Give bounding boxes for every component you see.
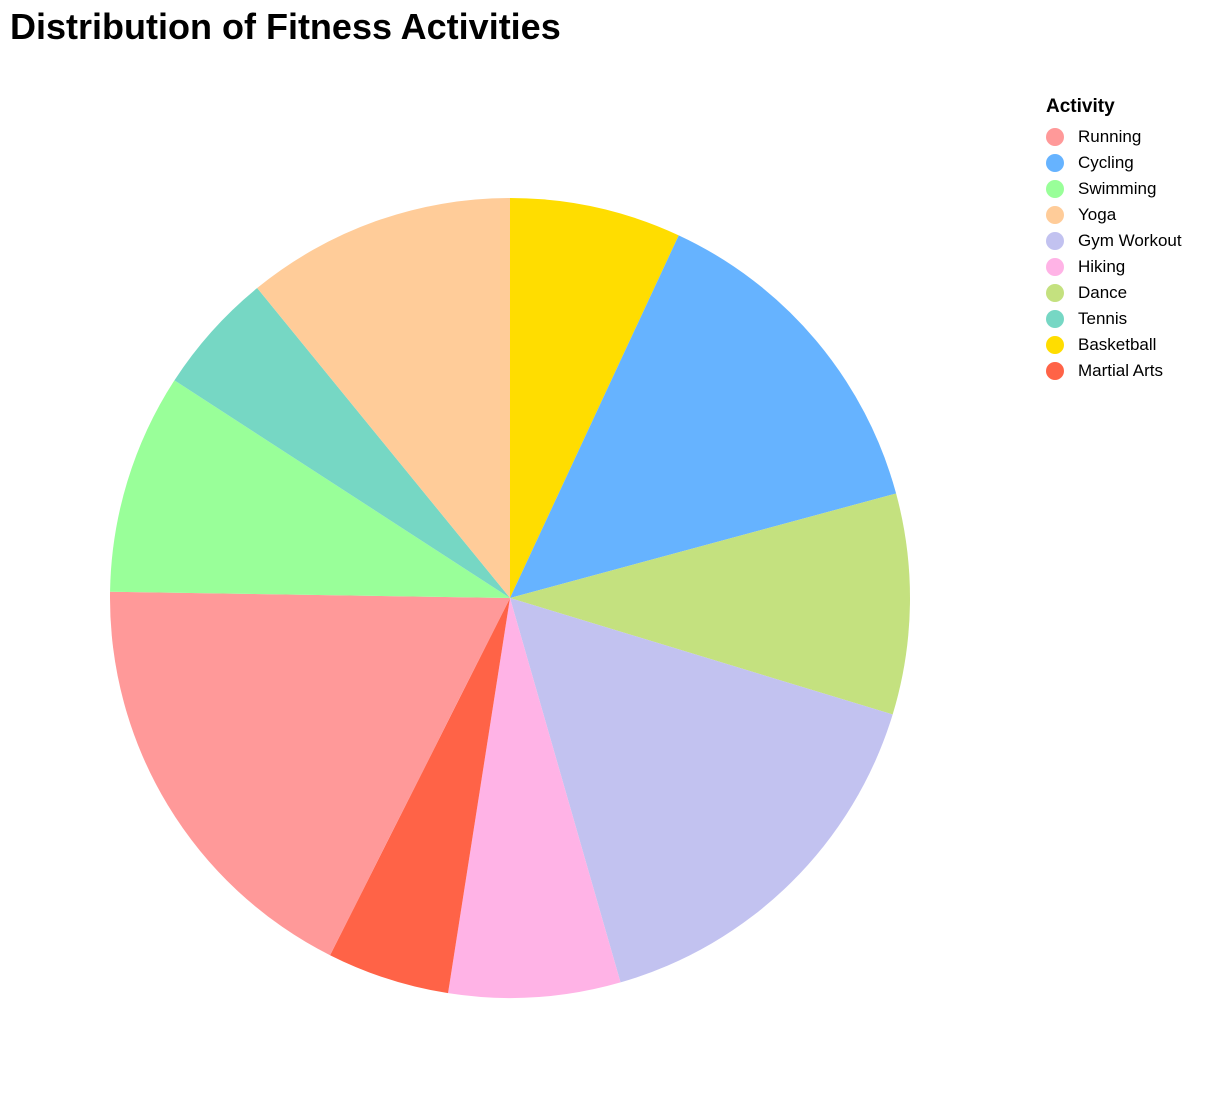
legend-label: Running xyxy=(1078,127,1142,146)
legend-label: Basketball xyxy=(1078,335,1157,354)
legend-item-running: Running xyxy=(1046,124,1182,150)
pie-slice-cycling xyxy=(510,235,897,598)
legend-swatch xyxy=(1046,310,1064,328)
legend-label: Swimming xyxy=(1078,179,1157,198)
pie-slice-basketball xyxy=(510,198,679,598)
legend-label: Hiking xyxy=(1078,257,1126,276)
legend-label: Yoga xyxy=(1078,205,1117,224)
legend-item-hiking: Hiking xyxy=(1046,254,1182,280)
legend-swatch xyxy=(1046,336,1064,354)
legend-label: Tennis xyxy=(1078,309,1128,328)
legend-label: Dance xyxy=(1078,283,1128,302)
legend-label: Gym Workout xyxy=(1078,231,1182,250)
legend-title: Activity xyxy=(1046,96,1115,117)
legend-item-gym-workout: Gym Workout xyxy=(1046,228,1182,254)
pie-slice-yoga xyxy=(257,198,510,598)
pie-slice-dance xyxy=(510,493,910,715)
legend: Activity Running Cycling Swimming Yoga Gym W… xyxy=(1046,96,1182,384)
legend-items: Running Cycling Swimming Yoga Gym Workout Hik… xyxy=(1046,124,1182,384)
legend-item-basketball: Basketball xyxy=(1046,332,1182,358)
legend-item-yoga: Yoga xyxy=(1046,202,1182,228)
legend-swatch xyxy=(1046,206,1064,224)
pie-slice-hiking xyxy=(448,598,621,999)
pie-slice-martial-arts xyxy=(330,598,510,994)
legend-swatch xyxy=(1046,284,1064,302)
legend-item-dance: Dance xyxy=(1046,280,1182,306)
legend-swatch xyxy=(1046,154,1064,172)
legend-item-martial-arts: Martial Arts xyxy=(1046,358,1182,384)
legend-swatch xyxy=(1046,232,1064,250)
pie-slice-tennis xyxy=(174,288,510,598)
legend-swatch xyxy=(1046,128,1064,146)
legend-item-swimming: Swimming xyxy=(1046,176,1182,202)
legend-swatch xyxy=(1046,180,1064,198)
pie-slice-gym-workout xyxy=(510,598,893,983)
chart-title: Distribution of Fitness Activities xyxy=(10,6,561,47)
legend-label: Martial Arts xyxy=(1078,361,1164,380)
legend-swatch xyxy=(1046,258,1064,276)
legend-swatch xyxy=(1046,362,1064,380)
legend-item-tennis: Tennis xyxy=(1046,306,1182,332)
legend-label: Cycling xyxy=(1078,153,1134,172)
pie-slice-running xyxy=(110,591,511,956)
legend-item-cycling: Cycling xyxy=(1046,150,1182,176)
pie-slice-swimming xyxy=(110,380,511,598)
